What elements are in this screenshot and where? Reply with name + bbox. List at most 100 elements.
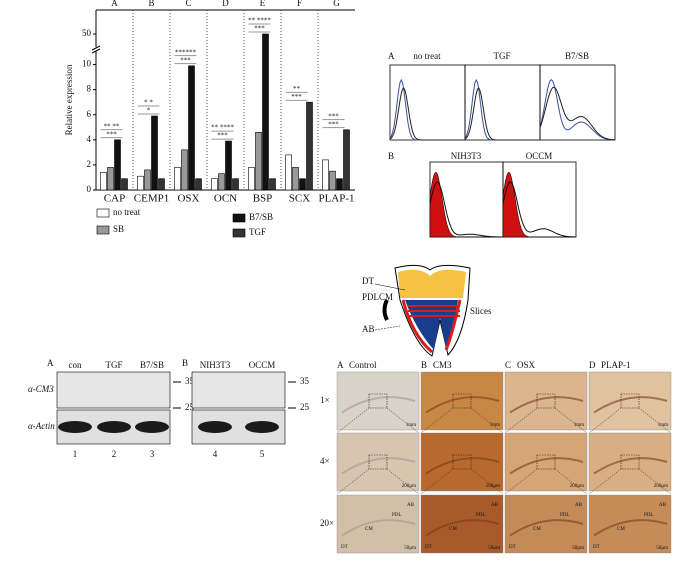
condition-label: B7/SB (565, 51, 589, 61)
tissue-label: CM (617, 527, 625, 532)
zoom-line (470, 407, 504, 434)
lane-label: B7/SB (140, 360, 164, 370)
column-letter: C (505, 360, 511, 370)
zoom-line (588, 407, 622, 434)
band (198, 421, 232, 433)
tissue-label: CM (365, 527, 373, 532)
panel-label: A (47, 358, 54, 368)
bar (121, 178, 128, 191)
tissue-label: PDL (644, 513, 653, 518)
significance: ** **** (248, 17, 271, 25)
x-tick-label: OCN (214, 193, 237, 205)
row-label: 1× (320, 395, 330, 405)
micrograph (420, 494, 504, 554)
bar (329, 170, 336, 191)
bar (174, 167, 181, 191)
panel-label: B (388, 151, 394, 161)
y-axis-label: Relative expression (64, 64, 74, 135)
bar (100, 172, 107, 191)
y-tick-label: 2 (87, 159, 92, 169)
significance: *** (180, 56, 191, 64)
bar (114, 139, 121, 191)
bar (248, 167, 255, 191)
zoom-line (336, 468, 370, 495)
bar (211, 178, 218, 191)
x-tick-label: PLAP-1 (318, 193, 354, 205)
tissue-texture (341, 396, 416, 414)
blot-cm3 (191, 371, 286, 409)
histogram-curve (429, 181, 503, 238)
marker-label: 25 (300, 402, 310, 412)
bar (107, 167, 114, 191)
significance: *** (328, 112, 339, 120)
y-tick-label: 6 (87, 109, 92, 119)
bar (137, 175, 144, 191)
zoom-line (638, 407, 672, 434)
tissue-texture (593, 457, 668, 475)
y-tick-label: 0 (87, 184, 92, 194)
bar (151, 115, 158, 191)
scale-label: 1mm (490, 423, 500, 428)
lane-label: con (69, 360, 82, 370)
band (245, 421, 279, 433)
significance: * (147, 107, 151, 115)
lane-label: OCCM (249, 360, 276, 370)
legend-label: TGF (249, 227, 266, 237)
histogram-fill (429, 171, 503, 238)
panel-letter: A (111, 0, 118, 8)
bar (292, 167, 299, 191)
lane-number: 3 (150, 449, 155, 459)
scale-label: 200µm (654, 484, 668, 489)
tissue-texture (593, 396, 668, 414)
lane-label: TGF (105, 360, 122, 370)
legend-label: no treat (113, 207, 141, 217)
significance: *** (217, 132, 228, 140)
lane-number: 1 (73, 449, 78, 459)
x-tick-label: CAP (104, 193, 125, 205)
significance: ** ** (104, 122, 120, 130)
bar (306, 101, 313, 191)
bar (218, 173, 225, 191)
histogram-frame (539, 64, 616, 141)
axis-break-gap (92, 47, 100, 51)
micrograph (588, 494, 672, 554)
histogram-frame (464, 64, 541, 141)
legend-swatch (232, 213, 246, 223)
zoom-line (386, 407, 420, 434)
y-tick-label: 4 (87, 134, 92, 144)
legend-label: B7/SB (249, 212, 273, 222)
histogram-frame (389, 64, 466, 141)
tissue-texture (341, 519, 416, 537)
panel-letter: G (333, 0, 340, 8)
zoom-line (336, 407, 370, 434)
bar (188, 65, 195, 191)
histogram-curve (464, 87, 540, 141)
significance: ** **** (211, 124, 234, 132)
x-tick-label: CEMP1 (134, 193, 169, 205)
scale-label: 50µm (572, 546, 584, 551)
zoom-box (368, 454, 388, 470)
column-name: CM3 (433, 360, 452, 370)
pulp (405, 300, 458, 350)
significance: *** (291, 93, 302, 101)
panel-letter: F (297, 0, 302, 8)
panel-letter: C (185, 0, 191, 8)
bar (269, 178, 276, 191)
bar (195, 178, 202, 191)
tissue-texture (509, 457, 584, 475)
bar (225, 140, 232, 191)
zoom-line (420, 407, 454, 434)
zoom-box (452, 393, 472, 409)
histogram-curve (539, 86, 616, 141)
zoom-line (420, 468, 454, 495)
panel-letter: E (260, 0, 266, 8)
bar (285, 154, 292, 191)
scale-label: 1mm (658, 423, 668, 428)
zoom-box (620, 454, 640, 470)
panel-label: A (388, 51, 395, 61)
micrograph (336, 371, 420, 431)
tissue-label: DT (425, 545, 432, 550)
histogram-curve (389, 87, 465, 141)
zoom-line (638, 468, 672, 495)
